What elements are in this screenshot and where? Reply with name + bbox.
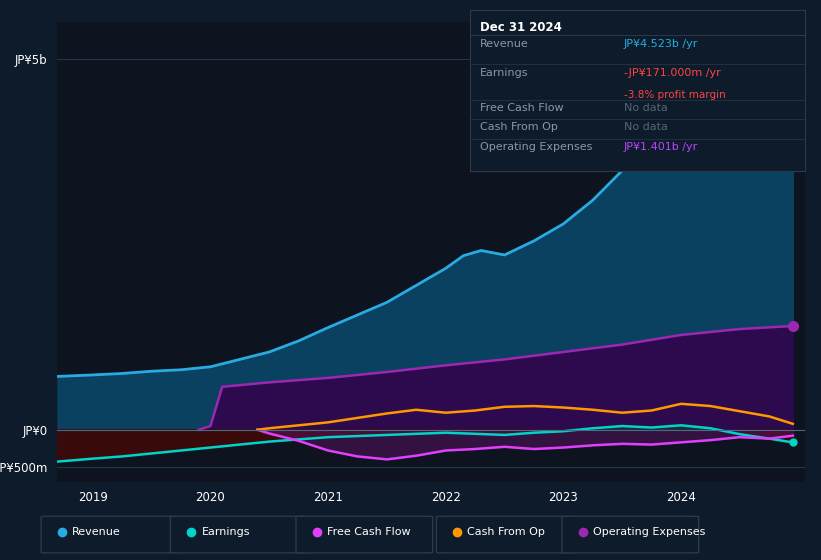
FancyBboxPatch shape (562, 516, 699, 553)
Text: Operating Expenses: Operating Expenses (479, 142, 592, 152)
Text: Free Cash Flow: Free Cash Flow (327, 528, 410, 538)
Text: JP¥1.401b /yr: JP¥1.401b /yr (624, 142, 698, 152)
Text: No data: No data (624, 103, 667, 113)
Text: Cash From Op: Cash From Op (467, 528, 545, 538)
Text: Free Cash Flow: Free Cash Flow (479, 103, 563, 113)
Text: No data: No data (624, 123, 667, 132)
Text: Revenue: Revenue (72, 528, 121, 538)
Text: JP¥4.523b /yr: JP¥4.523b /yr (624, 39, 698, 49)
FancyBboxPatch shape (437, 516, 573, 553)
FancyBboxPatch shape (171, 516, 307, 553)
Text: Cash From Op: Cash From Op (479, 123, 557, 132)
Text: Operating Expenses: Operating Expenses (593, 528, 705, 538)
Text: Earnings: Earnings (201, 528, 250, 538)
FancyBboxPatch shape (296, 516, 433, 553)
Text: Dec 31 2024: Dec 31 2024 (479, 21, 562, 34)
Text: Revenue: Revenue (479, 39, 529, 49)
Text: -3.8% profit margin: -3.8% profit margin (624, 90, 726, 100)
Text: -JP¥171.000m /yr: -JP¥171.000m /yr (624, 68, 721, 78)
Text: Earnings: Earnings (479, 68, 528, 78)
FancyBboxPatch shape (41, 516, 178, 553)
